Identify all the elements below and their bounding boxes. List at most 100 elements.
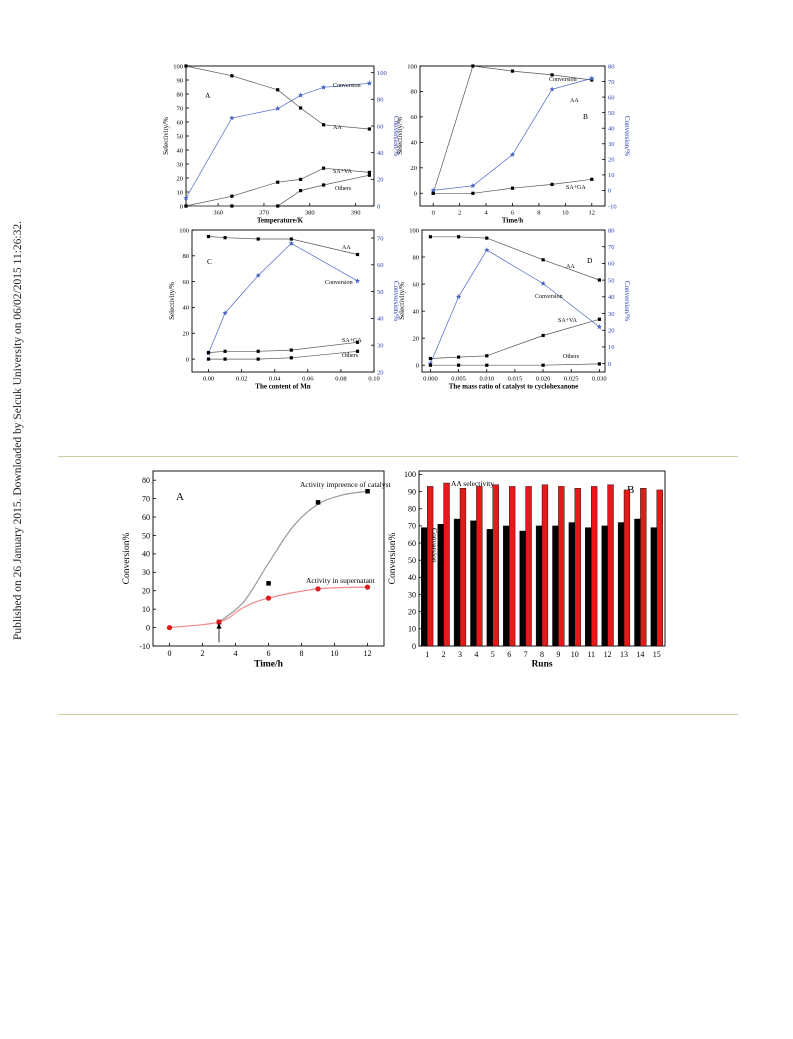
data-point — [354, 278, 361, 284]
data-point — [355, 252, 360, 257]
y-axis-left: 0 20 40 60 80 100 — [407, 63, 423, 198]
x-tick-label: 8 — [537, 210, 540, 217]
data-point — [289, 237, 293, 241]
y-tick-label: 10 — [142, 605, 150, 614]
data-point — [597, 362, 601, 366]
y-tick-label: 80 — [142, 476, 150, 485]
data-point — [320, 84, 327, 90]
y-axis-label: Selectivity/% — [396, 117, 404, 155]
x-tick-label: 8 — [540, 650, 544, 659]
y-tick-label: 60 — [411, 114, 418, 121]
bar-conversion — [503, 525, 510, 647]
data-point — [299, 189, 303, 193]
y-tick-label: 60 — [408, 539, 416, 548]
data-point — [367, 127, 371, 131]
y-axis-label: Conversion% — [388, 533, 398, 585]
series-conversion — [205, 240, 361, 356]
series-conversion — [183, 80, 373, 201]
y-tick-label: 50 — [177, 133, 184, 140]
x-tick-label: 2 — [442, 650, 446, 659]
series-aa — [431, 64, 594, 195]
x-tick-label: 0.025 — [564, 376, 579, 383]
y2-tick-label: 40 — [377, 150, 384, 157]
y-tick-label: 100 — [404, 470, 416, 479]
data-point — [471, 191, 475, 195]
data-point — [596, 324, 602, 330]
data-point — [457, 235, 461, 239]
data-point — [266, 581, 271, 586]
series-others — [428, 362, 601, 367]
y-tick-label: 10 — [408, 625, 416, 634]
x-tick-label: 360 — [213, 210, 223, 217]
plot-frame — [152, 470, 385, 647]
x-tick-label: 10 — [571, 650, 579, 659]
data-point — [485, 236, 489, 240]
y2-tick-label: 70 — [377, 235, 384, 242]
data-point — [275, 105, 281, 111]
data-point — [166, 625, 173, 631]
y2-tick-label: 50 — [377, 289, 384, 296]
series-line — [208, 341, 358, 353]
y-tick-label: 60 — [142, 513, 150, 522]
x-tick-label: 12 — [604, 650, 612, 659]
y2-tick-label: 80 — [377, 97, 384, 104]
series-others — [184, 173, 371, 208]
x-axis: 0 2 4 6 8 10 12 — [168, 643, 372, 658]
x-tick-label: 2 — [458, 210, 461, 217]
bar-conversion — [585, 527, 592, 647]
y2-tick-label: 100 — [377, 70, 387, 77]
bar-aa-selectivity — [509, 486, 516, 647]
y-tick-label: 90 — [408, 487, 416, 496]
series-line — [186, 174, 370, 207]
data-point — [457, 363, 461, 367]
data-point — [355, 340, 360, 344]
data-point — [183, 195, 189, 201]
y-tick-label: 0 — [414, 191, 417, 198]
series-label: Conversion — [430, 528, 439, 563]
series-line — [208, 350, 358, 360]
chart-panel-fig-top-B: 020406080100-1001020304050607080Conversi… — [396, 63, 631, 224]
y-tick-label: 0 — [186, 356, 189, 363]
series-label: SA+GA — [566, 185, 586, 191]
bar-conversion — [568, 522, 576, 647]
data-point — [299, 106, 303, 110]
series-activity-in-supernatant — [166, 584, 371, 631]
y-tick-label: 0 — [180, 203, 183, 210]
y-tick-label: 50 — [142, 531, 150, 540]
arrow-head — [216, 622, 222, 629]
x-axis-label: The mass ratio of catalyst to cyclohexan… — [449, 383, 578, 391]
x-tick-label: 4 — [234, 649, 238, 658]
x-tick-label: 9 — [556, 650, 560, 659]
x-tick-label: 12 — [364, 649, 372, 658]
bar-aa-selectivity — [427, 486, 434, 647]
series-label: Activity in supernatant — [306, 576, 376, 585]
y-tick-label: 40 — [408, 573, 416, 582]
data-point — [289, 356, 293, 360]
y2-tick-label: 10 — [608, 172, 615, 179]
series-sa-ga — [206, 340, 360, 355]
series-conversion — [427, 247, 602, 366]
bar-aa-selectivity — [607, 484, 614, 647]
series-label: SA+GA — [342, 338, 362, 344]
y2-tick-label: 60 — [377, 123, 384, 130]
y-axis-left: 0 10 20 30 40 50 60 70 80 90 100 — [173, 63, 189, 210]
x-tick-label: 0.08 — [335, 376, 346, 383]
data-point — [485, 363, 489, 367]
x-tick-label: 0.020 — [536, 376, 551, 383]
fit-curve — [218, 490, 368, 623]
y-tick-label: 40 — [183, 305, 190, 312]
bar-aa-selectivity — [623, 489, 631, 647]
data-point — [485, 354, 489, 358]
y2-tick-label: 10 — [608, 344, 615, 351]
y-axis-label: Conversion% — [122, 533, 132, 585]
data-point — [430, 187, 436, 193]
bar-conversion — [617, 522, 625, 647]
series-aa — [206, 234, 360, 257]
data-point — [223, 236, 227, 240]
series-label: SA+VA — [558, 318, 578, 324]
x-tick-label: 10 — [562, 210, 569, 217]
bar-conversion — [535, 525, 543, 647]
y-tick-label: 0 — [416, 363, 419, 370]
y2-axis-label: Conversion/% — [623, 116, 631, 156]
bar-aa-selectivity — [525, 486, 532, 647]
